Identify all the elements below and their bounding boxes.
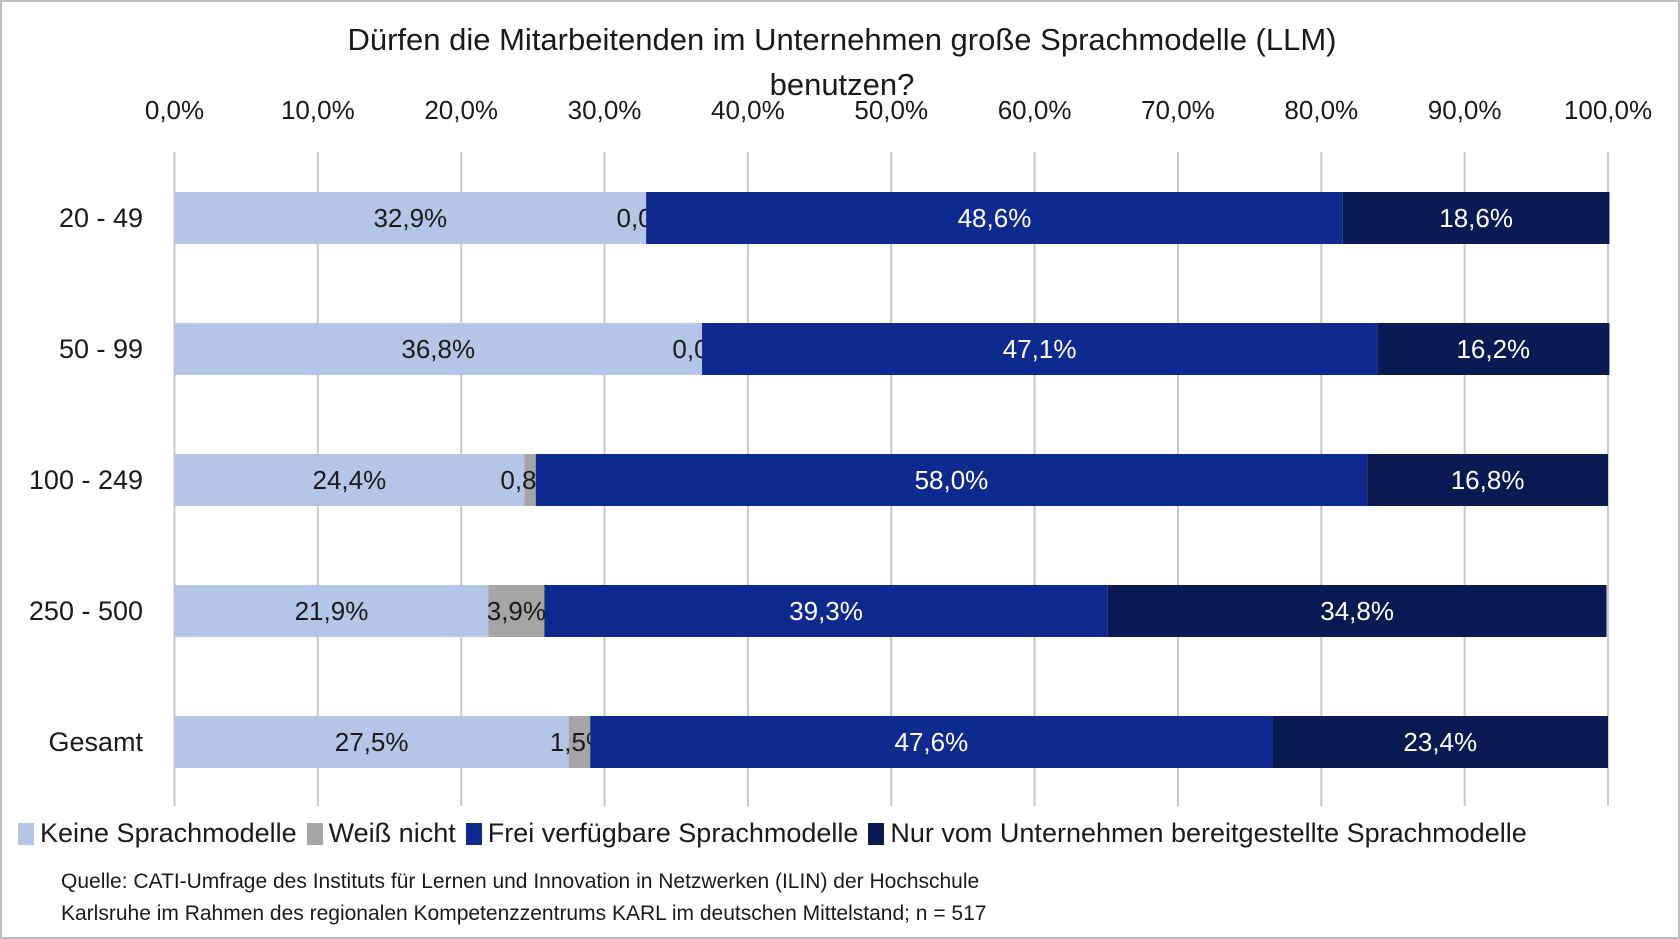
bar-segment-0 — [174, 192, 647, 244]
category-label: Gesamt — [48, 727, 143, 757]
bar-segment-0 — [174, 454, 525, 506]
bar-segment-2 — [544, 585, 1108, 637]
data-label: 23,4% — [1403, 727, 1477, 757]
data-label: 24,4% — [313, 465, 387, 495]
data-label: 36,8% — [401, 334, 475, 364]
data-label: 39,3% — [789, 596, 863, 626]
legend-label: Keine Sprachmodelle — [40, 818, 297, 848]
bar-segment-1 — [568, 716, 591, 768]
bar-segment-3 — [1107, 585, 1607, 637]
category-label: 20 - 49 — [59, 203, 143, 233]
x-tick-label: 0,0% — [145, 95, 204, 125]
data-label: 48,6% — [958, 203, 1032, 233]
x-tick-label: 90,0% — [1428, 95, 1502, 125]
category-label: 250 - 500 — [29, 596, 143, 626]
legend-swatch — [18, 822, 34, 845]
data-label: 47,6% — [895, 727, 969, 757]
bar-segment-2 — [535, 454, 1368, 506]
data-label: 21,9% — [295, 596, 369, 626]
legend-item-keine: Keine Sprachmodelle — [18, 818, 297, 849]
bar-segment-0 — [174, 585, 489, 637]
bar-segment-3 — [1342, 192, 1610, 244]
x-tick-label: 50,0% — [854, 95, 928, 125]
x-tick-label: 100,0% — [1564, 95, 1652, 125]
bar-segment-2 — [590, 716, 1273, 768]
legend-label: Weiß nicht — [328, 818, 456, 848]
bar-segment-0 — [174, 716, 569, 768]
bar-segment-0 — [174, 323, 703, 375]
chart-title-line-1: Dürfen die Mitarbeitenden im Unternehmen… — [347, 22, 1337, 57]
source-line-2: Karlsruhe im Rahmen des regionalen Kompe… — [61, 902, 987, 925]
legend-label: Nur vom Unternehmen bereitgestellte Spra… — [890, 818, 1527, 848]
data-label: 58,0% — [915, 465, 989, 495]
data-label: 16,8% — [1451, 465, 1525, 495]
data-label: 3,9% — [487, 596, 546, 626]
bar-segment-3 — [1367, 454, 1608, 506]
data-label: 34,8% — [1320, 596, 1394, 626]
bar-segment-2 — [646, 192, 1343, 244]
data-label: 18,6% — [1439, 203, 1513, 233]
category-label: 50 - 99 — [59, 334, 143, 364]
bar-segment-3 — [1377, 323, 1610, 375]
data-label: 27,5% — [335, 727, 409, 757]
legend: Keine Sprachmodelle Weiß nicht Frei verf… — [18, 818, 1537, 849]
legend-swatch — [868, 822, 885, 845]
data-label: 47,1% — [1003, 334, 1077, 364]
legend-swatch — [306, 822, 323, 845]
data-label: 16,2% — [1456, 334, 1530, 364]
bar-segment-1 — [524, 454, 536, 506]
bar-segment-2 — [702, 323, 1378, 375]
legend-item-frei: Frei verfügbare Sprachmodelle — [465, 818, 859, 849]
x-tick-label: 20,0% — [424, 95, 498, 125]
bar-segment-3 — [1272, 716, 1608, 768]
x-tick-label: 40,0% — [711, 95, 785, 125]
chart-title-line-2: benutzen? — [769, 67, 915, 102]
legend-item-unternehmen: Nur vom Unternehmen bereitgestellte Spra… — [868, 818, 1527, 849]
bar-segment-1 — [488, 585, 545, 637]
x-tick-label: 70,0% — [1141, 95, 1215, 125]
legend-item-weiss-nicht: Weiß nicht — [306, 818, 456, 849]
x-tick-label: 60,0% — [998, 95, 1072, 125]
legend-swatch — [465, 822, 482, 845]
x-tick-label: 30,0% — [568, 95, 642, 125]
source-line-1: Quelle: CATI-Umfrage des Instituts für L… — [61, 870, 980, 893]
x-tick-label: 10,0% — [281, 95, 355, 125]
category-label: 100 - 249 — [29, 465, 143, 495]
legend-label: Frei verfügbare Sprachmodelle — [487, 818, 859, 848]
data-label: 32,9% — [373, 203, 447, 233]
x-tick-label: 80,0% — [1284, 95, 1358, 125]
